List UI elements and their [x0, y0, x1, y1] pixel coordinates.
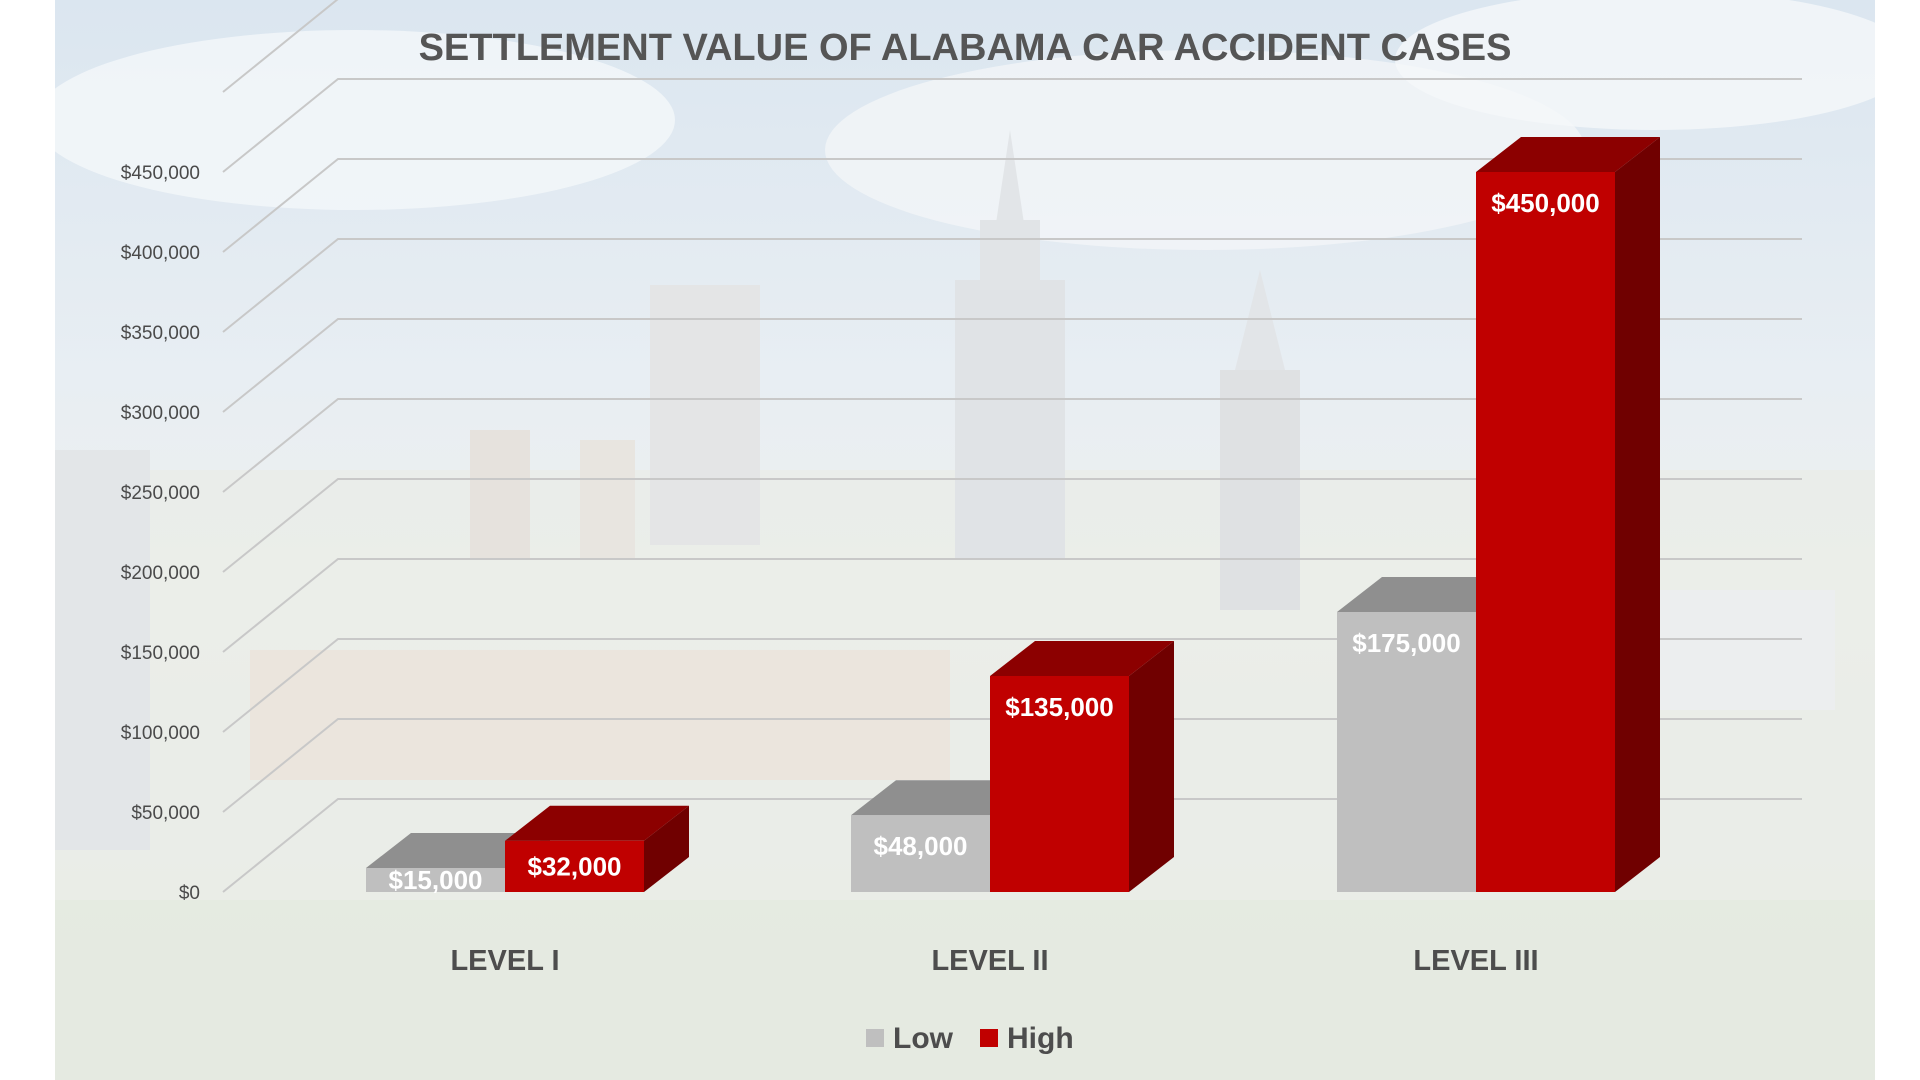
chart-frame: $0 $50,000 $100,000 $150,000 $200,000 $250,00…: [55, 0, 1875, 1080]
bar-top-face: [366, 833, 550, 868]
y-tick-label: $100,000: [121, 723, 200, 744]
data-label: $135,000: [1005, 692, 1113, 722]
gridline: [222, 78, 1802, 173]
bar-front-face: [1337, 612, 1476, 892]
y-tick-label: $150,000: [121, 643, 200, 664]
bar-front-face: [505, 840, 644, 892]
bar-top-face: [1337, 577, 1521, 612]
category-label: LEVEL III: [1413, 945, 1538, 977]
axis-layer: $0 $50,000 $100,000 $150,000 $200,000 $250,00…: [121, 0, 1802, 904]
bar-high: [505, 805, 689, 892]
legend-label-high: High: [1007, 1022, 1074, 1055]
bar-front-face: [990, 676, 1129, 892]
data-label: $48,000: [874, 831, 968, 861]
category-label: LEVEL I: [450, 945, 559, 977]
legend-label-low: Low: [893, 1022, 954, 1055]
gridline: [222, 798, 1802, 893]
y-tick-label: $450,000: [121, 163, 200, 184]
data-label: $450,000: [1491, 188, 1599, 218]
bar-top-face: [851, 780, 1035, 816]
gridline: [222, 0, 1802, 93]
y-tick-label: $300,000: [121, 403, 200, 424]
y-tick-label: $250,000: [121, 483, 200, 504]
y-tick-label: $50,000: [131, 803, 200, 824]
bar-top-face: [1476, 137, 1660, 172]
y-tick-label: $350,000: [121, 323, 200, 344]
bar-top-face: [990, 641, 1174, 676]
y-tick-label: $400,000: [121, 243, 200, 264]
gridline: [222, 318, 1802, 413]
bar-layer: [366, 137, 1660, 892]
bar-high: [1476, 137, 1660, 892]
y-tick-label: $200,000: [121, 563, 200, 584]
label-layer: $15,000 $32,000 LEVEL I $48,000 $135,000 LEVE…: [389, 188, 1600, 977]
gridline: [222, 718, 1802, 813]
legend: Low High: [866, 1022, 1074, 1055]
bar-high: [990, 641, 1174, 892]
gridline: [222, 558, 1802, 653]
data-label: $175,000: [1352, 628, 1460, 658]
bar-front-face: [851, 815, 990, 892]
bar-chart: $0 $50,000 $100,000 $150,000 $200,000 $250,00…: [55, 0, 1875, 1080]
legend-swatch-high: [980, 1029, 998, 1047]
bar-top-face: [505, 805, 689, 841]
category-label: LEVEL II: [931, 945, 1048, 977]
y-tick-label: $0: [179, 883, 200, 904]
gridline: [222, 478, 1802, 573]
bar-side-face: [1129, 641, 1174, 892]
gridline: [222, 638, 1802, 733]
bar-front-face: [1476, 172, 1615, 892]
gridline: [222, 238, 1802, 333]
gridline: [222, 158, 1802, 253]
bar-side-face: [1615, 137, 1660, 892]
data-label: $15,000: [389, 865, 483, 895]
data-label: $32,000: [528, 851, 622, 881]
chart-title: SETTLEMENT VALUE OF ALABAMA CAR ACCIDENT…: [419, 27, 1512, 69]
bar-side-face: [644, 805, 689, 892]
gridline: [222, 398, 1802, 493]
bar-front-face: [366, 868, 505, 892]
legend-swatch-low: [866, 1029, 884, 1047]
